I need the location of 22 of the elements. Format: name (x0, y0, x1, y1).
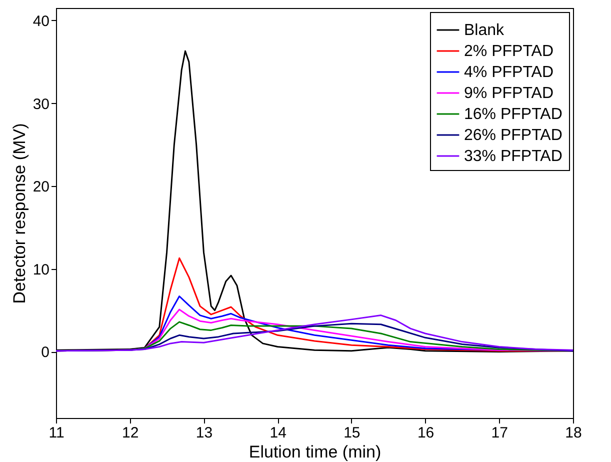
legend-label: 16% PFPTAD (464, 106, 562, 123)
y-tick-label: 30 (32, 96, 50, 113)
x-tick-label: 11 (48, 424, 64, 442)
y-tick-label: 10 (32, 261, 50, 278)
legend-label: 33% PFPTAD (464, 148, 562, 165)
y-tick-label: 20 (32, 178, 50, 196)
legend-label: 4% PFPTAD (464, 64, 554, 81)
x-tick-label: 15 (344, 424, 360, 442)
x-tick-label: 16 (417, 424, 434, 442)
x-tick-label: 17 (491, 424, 508, 442)
y-tick-label: 40 (32, 12, 50, 30)
x-axis-title: Elution time (min) (248, 442, 382, 462)
legend-label: Blank (464, 22, 506, 39)
x-tick-label: 12 (122, 424, 139, 442)
y-tick-label: 0 (41, 344, 50, 362)
legend-label: 2% PFPTAD (464, 43, 554, 60)
y-axis-title: Detector response (MV) (10, 123, 29, 304)
x-tick-label: 13 (196, 424, 213, 442)
legend-label: 26% PFPTAD (464, 127, 562, 144)
legend-label: 9% PFPTAD (464, 85, 554, 102)
x-tick-label: 18 (565, 424, 582, 442)
x-tick-label: 14 (270, 424, 286, 442)
